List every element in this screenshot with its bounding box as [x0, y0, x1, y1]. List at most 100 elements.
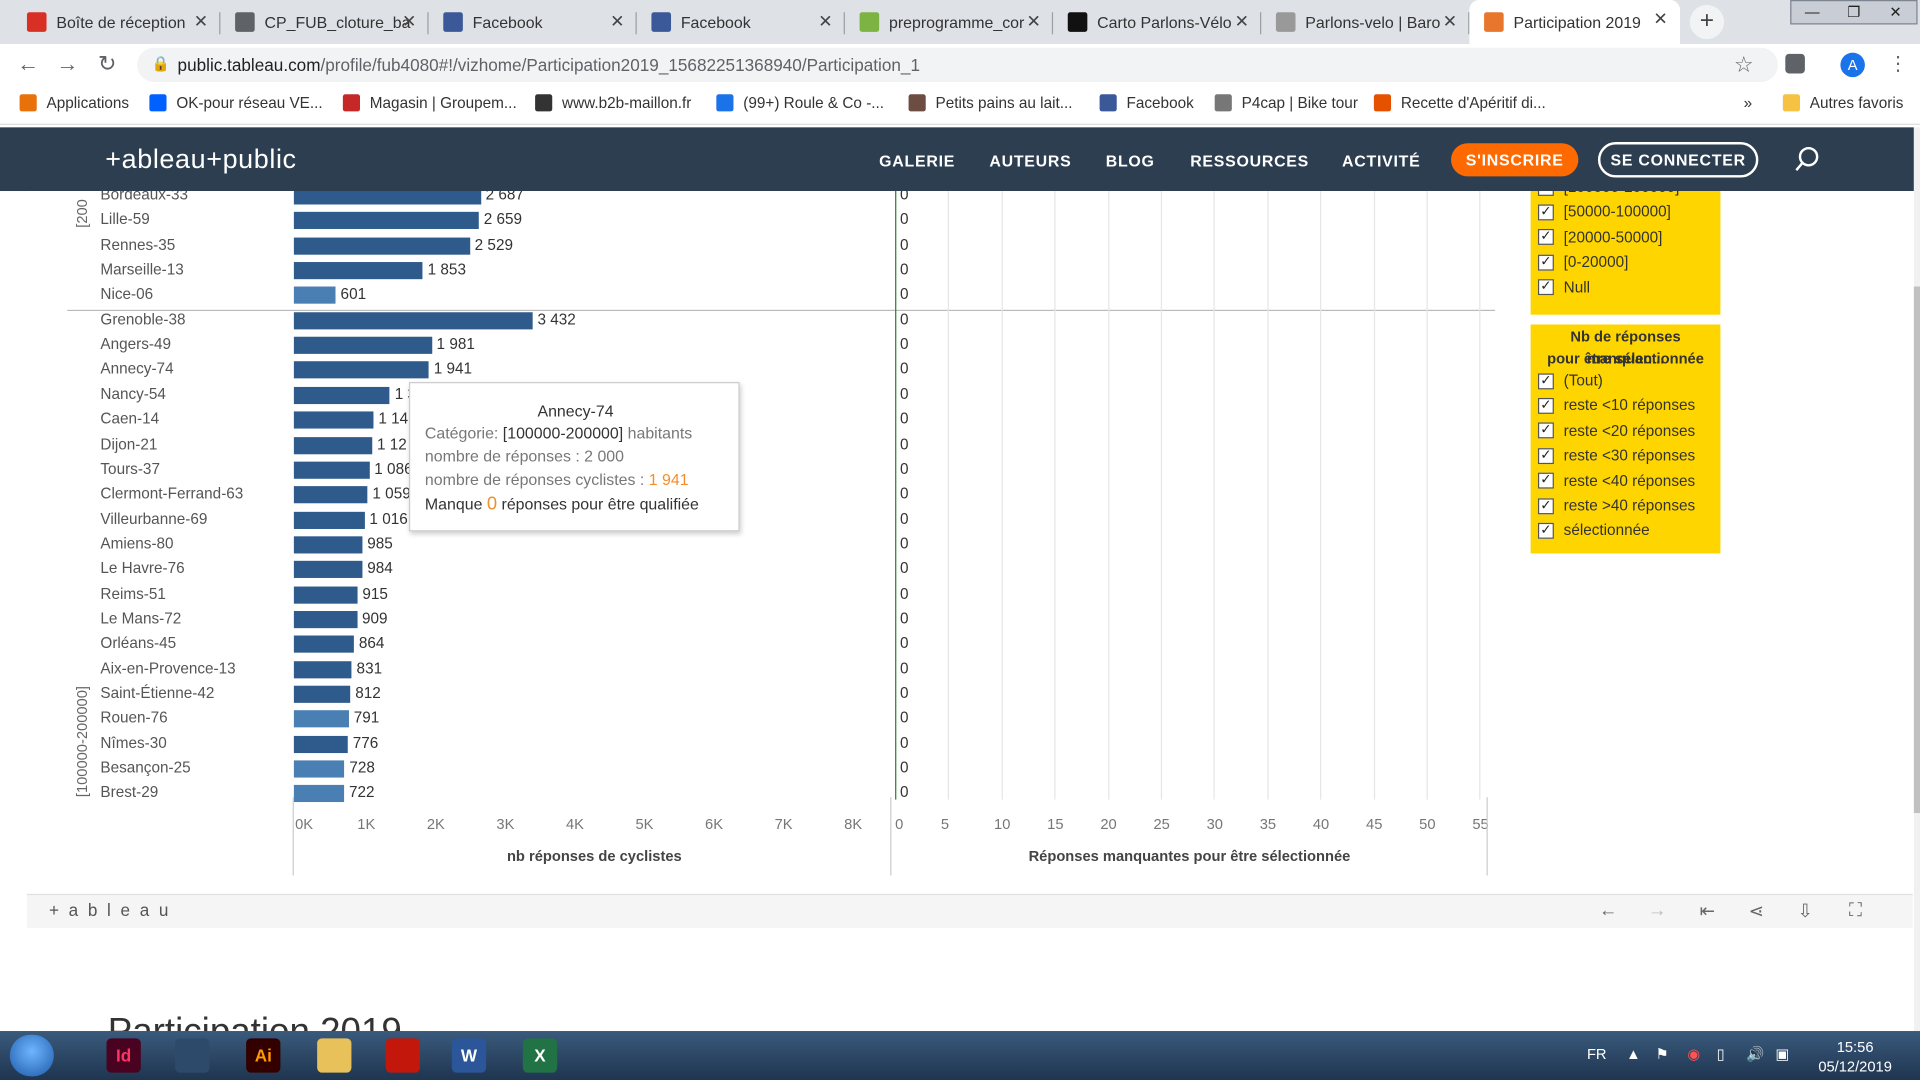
minimize-icon[interactable]: —	[1804, 3, 1820, 21]
data-bar[interactable]	[293, 212, 479, 230]
nav-activite[interactable]: ACTIVITÉ	[1342, 151, 1421, 171]
tab-close-icon[interactable]: ✕	[193, 11, 209, 31]
checkbox-checked-icon[interactable]: ✓	[1537, 204, 1554, 221]
tray-expand-icon[interactable]: ▲	[1626, 1045, 1641, 1063]
browser-tab[interactable]: CP_FUB_cloture_ba ✕	[220, 2, 429, 41]
data-bar[interactable]	[293, 361, 429, 379]
checkbox-checked-icon[interactable]: ✓	[1537, 229, 1554, 246]
data-bar[interactable]	[293, 436, 373, 454]
data-bar[interactable]	[293, 660, 352, 678]
checkbox-checked-icon[interactable]: ✓	[1537, 372, 1554, 389]
data-bar[interactable]	[293, 685, 351, 703]
page-scrollbar[interactable]	[1913, 127, 1920, 1032]
tab-close-icon[interactable]: ✕	[818, 11, 833, 31]
signup-button[interactable]: S'INSCRIRE	[1451, 143, 1579, 177]
redo-icon[interactable]: →	[1648, 900, 1667, 921]
action-center-icon[interactable]: ⚑	[1655, 1045, 1669, 1063]
tab-close-icon[interactable]: ✕	[610, 11, 625, 31]
checkbox-checked-icon[interactable]: ✓	[1537, 522, 1554, 539]
data-bar[interactable]	[293, 511, 365, 529]
bookmark-item[interactable]: Petits pains au lait...	[908, 94, 1073, 112]
data-bar[interactable]	[293, 461, 370, 479]
data-bar[interactable]	[293, 262, 423, 280]
data-bar[interactable]	[293, 191, 481, 205]
antivirus-icon[interactable]: ◉	[1687, 1045, 1701, 1063]
data-bar[interactable]	[293, 785, 345, 803]
nav-ressources[interactable]: RESSOURCES	[1190, 151, 1310, 171]
word-icon[interactable]: W	[441, 1035, 497, 1077]
close-window-icon[interactable]: ✕	[1889, 3, 1902, 21]
scrollbar-thumb[interactable]	[1913, 286, 1920, 814]
bookmarks-overflow[interactable]: »	[1743, 94, 1753, 112]
browser-tab[interactable]: Parlons-velo | Baro ✕	[1261, 2, 1470, 41]
indesign-icon[interactable]: Id	[96, 1035, 152, 1077]
bookmark-item[interactable]: Facebook	[1099, 94, 1194, 112]
clock[interactable]: 15:56 05/12/2019	[1818, 1038, 1892, 1076]
checkbox-checked-icon[interactable]: ✓	[1537, 254, 1554, 271]
forward-icon[interactable]: →	[56, 51, 79, 76]
other-bookmarks[interactable]: Autres favoris	[1782, 94, 1903, 112]
data-bar[interactable]	[293, 710, 349, 728]
filter-checkbox[interactable]: ✓ reste <30 réponses	[1537, 447, 1695, 464]
data-bar[interactable]	[293, 610, 358, 629]
fullscreen-icon[interactable]: ⛶	[1848, 900, 1862, 921]
search-icon[interactable]	[1794, 146, 1821, 173]
bookmark-star-icon[interactable]: ☆	[1733, 52, 1754, 78]
browser-menu-icon[interactable]: ⋮	[1888, 53, 1908, 75]
data-bar[interactable]	[293, 486, 368, 504]
start-button[interactable]	[9, 1034, 54, 1077]
filter-checkbox[interactable]: ✓ reste >40 réponses	[1537, 497, 1695, 514]
checkbox-checked-icon[interactable]: ✓	[1537, 497, 1554, 514]
filter-checkbox[interactable]: ✓ [0-20000]	[1537, 254, 1628, 271]
language-indicator[interactable]: FR	[1586, 1045, 1607, 1063]
data-bar[interactable]	[293, 760, 345, 778]
nav-auteurs[interactable]: AUTEURS	[989, 151, 1072, 171]
tab-close-icon[interactable]: ✕	[401, 11, 417, 31]
tab-close-icon[interactable]: ✕	[1234, 11, 1249, 31]
filter-checkbox[interactable]: ✓ sélectionnée	[1537, 522, 1650, 539]
share-icon[interactable]: ⋖	[1748, 901, 1764, 923]
illustrator-icon[interactable]: Ai	[235, 1035, 291, 1077]
bookmark-item[interactable]: P4cap | Bike tour	[1214, 94, 1358, 112]
tab-close-icon[interactable]: ✕	[1026, 11, 1041, 31]
filter-checkbox[interactable]: ✓ reste <20 réponses	[1537, 422, 1695, 439]
undo-icon[interactable]: ←	[1599, 900, 1618, 921]
revert-icon[interactable]: ⇤	[1699, 901, 1715, 923]
tab-close-icon[interactable]: ✕	[1442, 11, 1458, 31]
new-tab-button[interactable]: +	[1689, 4, 1725, 40]
filter-checkbox[interactable]: ✓ [20000-50000]	[1537, 229, 1662, 246]
data-bar[interactable]	[293, 635, 354, 654]
bookmark-item[interactable]: Recette d'Apéritif di...	[1373, 94, 1546, 112]
checkbox-checked-icon[interactable]: ✓	[1537, 422, 1554, 439]
data-bar[interactable]	[293, 735, 348, 753]
profile-avatar[interactable]: A	[1840, 52, 1865, 78]
browser-tab[interactable]: Facebook ✕	[637, 2, 845, 41]
login-button[interactable]: SE CONNECTER	[1597, 142, 1759, 178]
acrobat-icon[interactable]	[375, 1035, 431, 1077]
data-bar[interactable]	[293, 336, 432, 354]
filter-checkbox[interactable]: ✓ [100000-200000]	[1537, 191, 1679, 196]
tab-close-icon[interactable]: ✕	[1653, 8, 1668, 29]
chrome-icon[interactable]	[164, 1035, 220, 1077]
bookmark-item[interactable]: (99+) Roule & Co -...	[716, 94, 884, 112]
filter-checkbox[interactable]: ✓ Null	[1537, 279, 1590, 296]
data-bar[interactable]	[293, 311, 533, 330]
extension-icon[interactable]	[1785, 53, 1805, 74]
checkbox-checked-icon[interactable]: ✓	[1537, 191, 1554, 196]
checkbox-checked-icon[interactable]: ✓	[1537, 397, 1554, 414]
reload-icon[interactable]: ↻	[97, 51, 117, 76]
bookmark-item[interactable]: Magasin | Groupem...	[342, 94, 517, 112]
filter-checkbox[interactable]: ✓ (Tout)	[1537, 372, 1603, 389]
tableau-footer-logo[interactable]: + a b l e a u	[48, 900, 171, 920]
browser-tab[interactable]: Carto Parlons-Vélo ✕	[1053, 2, 1262, 41]
network-icon[interactable]: ▣	[1775, 1045, 1790, 1063]
nav-blog[interactable]: BLOG	[1105, 151, 1155, 171]
data-bar[interactable]	[293, 287, 336, 305]
checkbox-checked-icon[interactable]: ✓	[1537, 279, 1554, 296]
data-bar[interactable]	[293, 237, 470, 255]
filter-checkbox[interactable]: ✓ reste <10 réponses	[1537, 397, 1695, 414]
bookmark-item[interactable]: Applications	[19, 94, 129, 112]
bookmark-item[interactable]: OK-pour réseau VE...	[149, 94, 323, 112]
address-bar[interactable]: 🔒 public.tableau.com/profile/fub4080#!/v…	[137, 47, 1778, 83]
checkbox-checked-icon[interactable]: ✓	[1537, 472, 1554, 489]
